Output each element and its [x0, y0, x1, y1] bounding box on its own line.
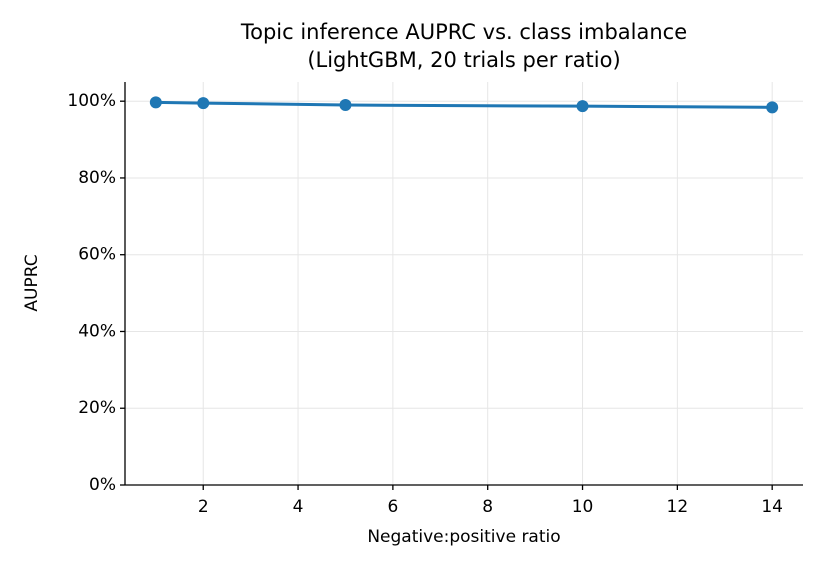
- data-point: [339, 99, 352, 112]
- x-tick-label: 4: [293, 497, 304, 517]
- x-tick-label: 14: [761, 497, 783, 517]
- chart-title: (LightGBM, 20 trials per ratio): [307, 48, 620, 72]
- data-point: [766, 101, 779, 114]
- x-tick-label: 2: [198, 497, 209, 517]
- x-tick-label: 12: [667, 497, 689, 517]
- data-point: [197, 97, 210, 110]
- data-point: [576, 100, 589, 113]
- x-tick-label: 6: [387, 497, 398, 517]
- y-axis-label: AUPRC: [22, 254, 42, 311]
- y-tick-label: 20%: [78, 398, 116, 418]
- x-axis-label: Negative:positive ratio: [367, 527, 560, 547]
- y-tick-label: 60%: [78, 245, 116, 265]
- chart-title: Topic inference AUPRC vs. class imbalanc…: [240, 20, 687, 44]
- x-tick-label: 8: [482, 497, 493, 517]
- y-tick-label: 40%: [78, 321, 116, 341]
- y-tick-label: 100%: [67, 91, 116, 111]
- y-tick-label: 0%: [89, 475, 116, 495]
- data-line: [155, 100, 773, 109]
- data-point: [149, 96, 162, 109]
- x-tick-label: 10: [572, 497, 594, 517]
- y-tick-label: 80%: [78, 168, 116, 188]
